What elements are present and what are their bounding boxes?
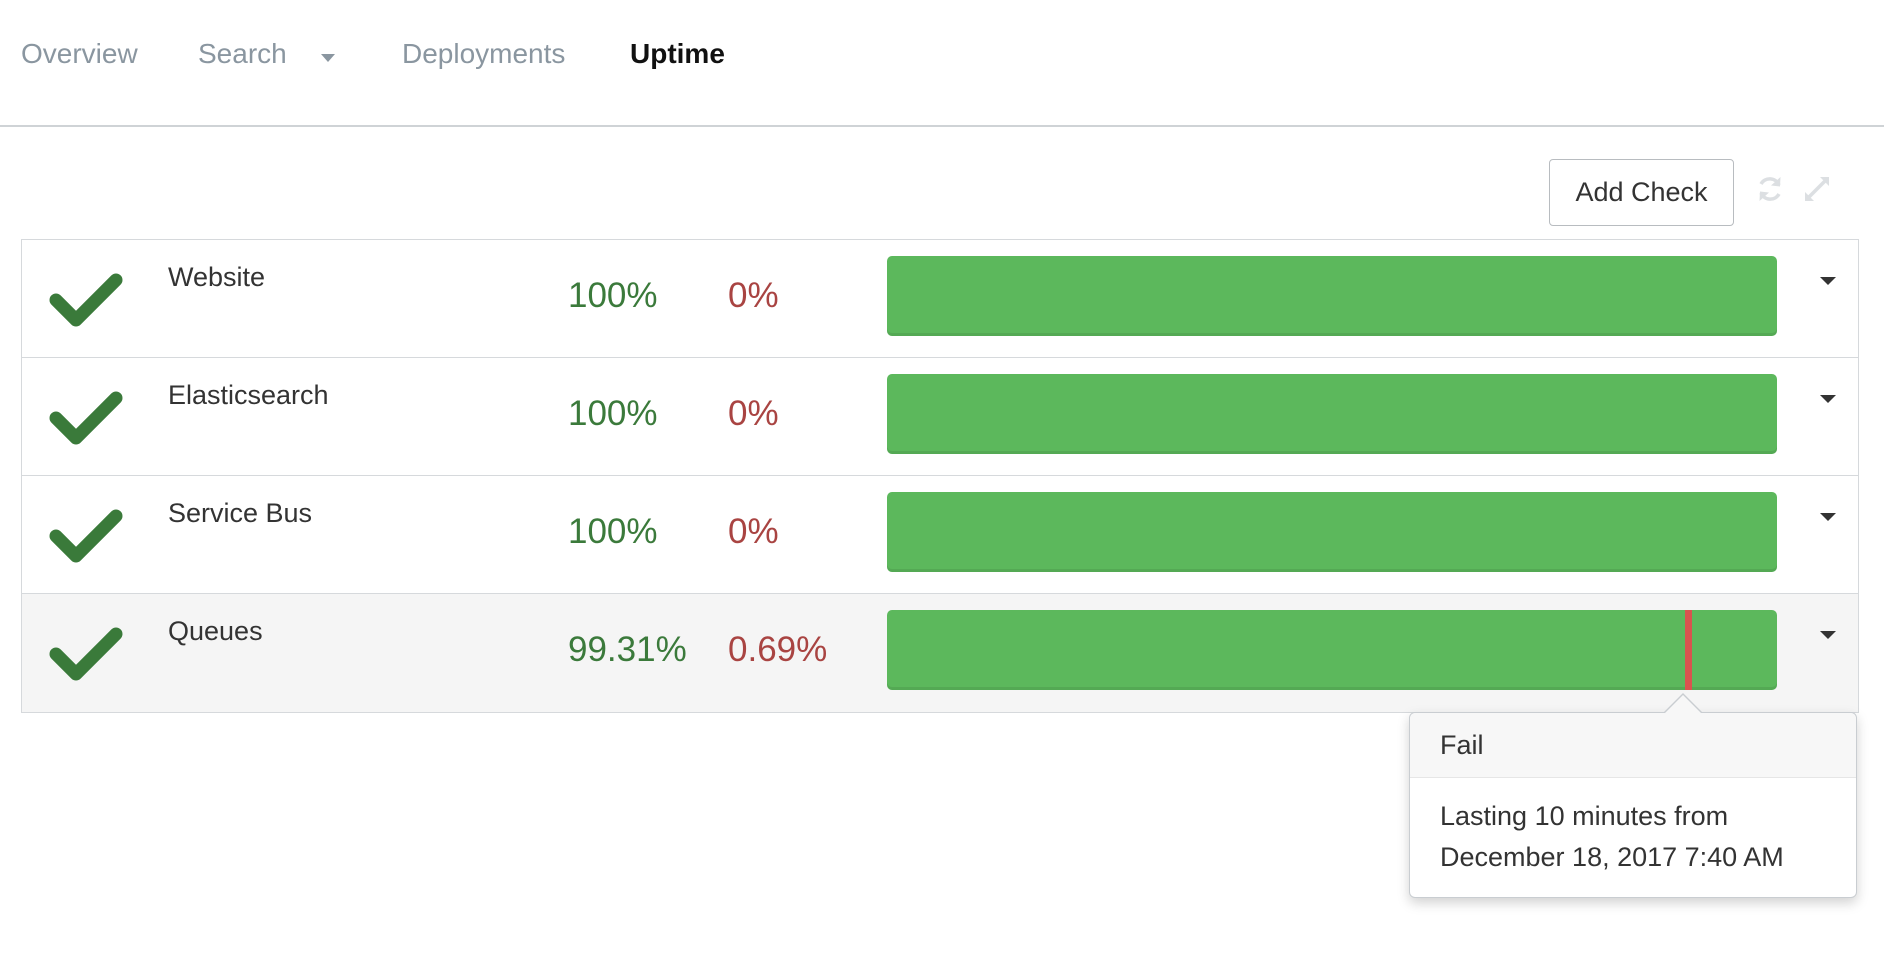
uptime-percent: 100% bbox=[568, 394, 658, 433]
check-row-website[interactable]: Website 100% 0% bbox=[22, 240, 1858, 358]
tab-search[interactable]: Search bbox=[198, 38, 287, 69]
uptime-bar[interactable] bbox=[887, 374, 1777, 454]
tab-overview[interactable]: Overview bbox=[21, 38, 138, 69]
check-name: Elasticsearch bbox=[168, 380, 329, 410]
fail-marker[interactable] bbox=[1685, 610, 1693, 690]
popover-arrow-fill bbox=[1665, 695, 1701, 713]
chevron-down-icon[interactable] bbox=[321, 54, 335, 62]
downtime-percent: 0% bbox=[728, 512, 779, 551]
check-row-elasticsearch[interactable]: Elasticsearch 100% 0% bbox=[22, 358, 1858, 476]
check-icon bbox=[48, 270, 124, 330]
uptime-bar[interactable] bbox=[887, 492, 1777, 572]
popover-line-1: Lasting 10 minutes from bbox=[1440, 801, 1729, 831]
uptime-percent: 100% bbox=[568, 512, 658, 551]
add-check-button[interactable]: Add Check bbox=[1549, 159, 1734, 226]
expand-icon[interactable] bbox=[1802, 174, 1832, 204]
popover-body: Lasting 10 minutes from December 18, 201… bbox=[1410, 778, 1856, 878]
uptime-bar[interactable] bbox=[887, 256, 1777, 336]
popover-title: Fail bbox=[1410, 713, 1856, 778]
check-icon bbox=[48, 624, 124, 684]
chevron-down-icon[interactable] bbox=[1820, 395, 1836, 403]
check-icon bbox=[48, 388, 124, 448]
check-name: Website bbox=[168, 262, 266, 292]
popover-line-2: December 18, 2017 7:40 AM bbox=[1440, 842, 1784, 872]
top-nav: Overview Search Deployments Uptime bbox=[0, 0, 1884, 127]
checks-table: Website 100% 0% Elasticsearch 100% 0% Se… bbox=[21, 239, 1859, 713]
uptime-percent: 100% bbox=[568, 276, 658, 315]
tab-uptime[interactable]: Uptime bbox=[630, 38, 725, 69]
fail-popover: Fail Lasting 10 minutes from December 18… bbox=[1409, 693, 1857, 898]
chevron-down-icon[interactable] bbox=[1820, 631, 1836, 639]
downtime-percent: 0% bbox=[728, 394, 779, 433]
check-icon bbox=[48, 506, 124, 566]
check-name: Service Bus bbox=[168, 498, 313, 528]
check-row-queues[interactable]: Queues 99.31% 0.69% bbox=[22, 594, 1858, 712]
check-row-service-bus[interactable]: Service Bus 100% 0% bbox=[22, 476, 1858, 594]
refresh-icon[interactable] bbox=[1755, 174, 1785, 204]
tab-deployments[interactable]: Deployments bbox=[402, 38, 566, 69]
uptime-bar[interactable] bbox=[887, 610, 1777, 690]
uptime-percent: 99.31% bbox=[568, 630, 687, 669]
downtime-percent: 0.69% bbox=[728, 630, 828, 669]
check-name: Queues bbox=[168, 616, 263, 646]
chevron-down-icon[interactable] bbox=[1820, 513, 1836, 521]
downtime-percent: 0% bbox=[728, 276, 779, 315]
chevron-down-icon[interactable] bbox=[1820, 277, 1836, 285]
